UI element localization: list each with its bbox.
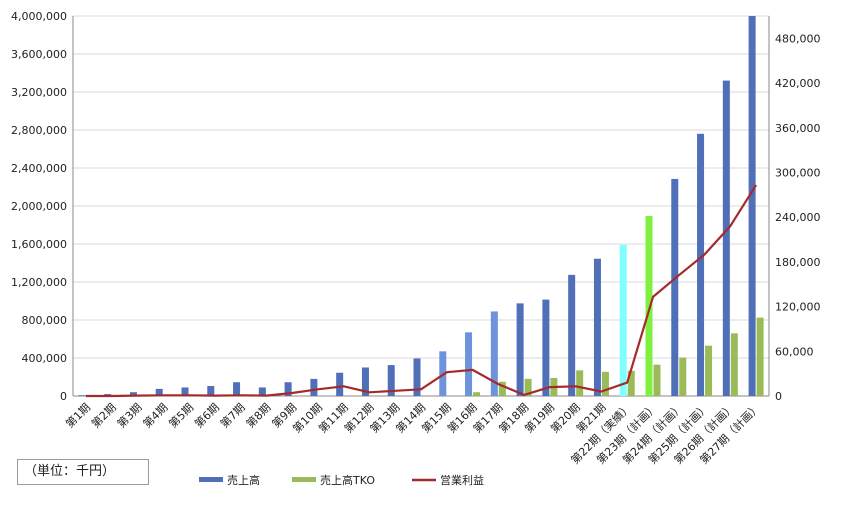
- bar: [310, 378, 318, 396]
- bar: [593, 258, 601, 396]
- bar: [671, 178, 679, 396]
- y-right-tick-label: 180,000: [775, 256, 821, 269]
- y-right-tick-label: 360,000: [775, 122, 821, 135]
- bar: [498, 381, 506, 396]
- bar: [207, 386, 215, 396]
- series-line: [85, 184, 758, 398]
- unit-label: （単位：千円）: [17, 459, 149, 485]
- y-right-tick-label: 300,000: [775, 166, 821, 179]
- y-right-tick-label: 60,000: [775, 345, 814, 358]
- x-tick-label: 第7期: [217, 400, 247, 430]
- y-right-tick-label: 420,000: [775, 77, 821, 90]
- bar: [619, 244, 627, 396]
- y-left-tick-label: 3,200,000: [11, 86, 67, 99]
- bar: [627, 370, 635, 396]
- bar: [756, 317, 764, 396]
- y-right-tick-label: 0: [775, 390, 782, 403]
- legend-label: 売上高TKO: [320, 473, 375, 487]
- y-left-tick-label: 0: [60, 390, 67, 403]
- bar: [542, 299, 550, 396]
- y-left-tick-label: 3,600,000: [11, 48, 67, 61]
- legend-swatch: [199, 477, 223, 482]
- bar: [490, 311, 498, 396]
- bar: [258, 387, 266, 396]
- legend-label: 売上高: [227, 473, 260, 487]
- y-left-tick-label: 1,200,000: [11, 276, 67, 289]
- bar: [705, 345, 713, 396]
- legend-label: 営業利益: [440, 473, 484, 487]
- x-tick-label: 第8期: [243, 400, 273, 430]
- x-tick-label: 第3期: [114, 400, 144, 430]
- y-left-tick-label: 400,000: [22, 352, 68, 365]
- bar: [78, 395, 86, 396]
- y-left-tick-label: 800,000: [22, 314, 68, 327]
- bar: [722, 80, 730, 396]
- bar: [361, 367, 369, 396]
- bar: [679, 357, 687, 396]
- y-left-tick-label: 2,800,000: [11, 124, 67, 137]
- bar: [576, 370, 584, 396]
- x-tick-label: 第5期: [166, 400, 196, 430]
- y-right-tick-label: 120,000: [775, 301, 821, 314]
- bar: [181, 387, 189, 396]
- x-tick-label: 第4期: [140, 400, 170, 430]
- y-left-tick-label: 2,400,000: [11, 162, 67, 175]
- bar: [155, 388, 163, 396]
- y-left-tick-label: 4,000,000: [11, 10, 67, 23]
- bar: [730, 333, 738, 396]
- bar: [473, 392, 481, 396]
- bar: [748, 16, 756, 396]
- y-right-tick-label: 480,000: [775, 32, 821, 45]
- bar: [653, 364, 661, 396]
- bar: [524, 378, 532, 396]
- bar: [516, 303, 524, 396]
- bar: [568, 274, 576, 396]
- bar: [336, 372, 344, 396]
- bar: [465, 332, 473, 396]
- bar: [413, 358, 421, 396]
- bar: [233, 382, 241, 396]
- x-tick-label: 第6期: [191, 400, 221, 430]
- bar: [601, 371, 609, 396]
- x-tick-label: 第2期: [88, 400, 118, 430]
- legend-swatch: [292, 477, 316, 482]
- bar: [387, 365, 395, 396]
- y-left-tick-label: 2,000,000: [11, 200, 67, 213]
- bar: [697, 133, 705, 397]
- y-left-tick-label: 1,600,000: [11, 238, 67, 251]
- bar: [129, 392, 137, 396]
- y-right-tick-label: 240,000: [775, 211, 821, 224]
- bar: [284, 382, 292, 396]
- x-tick-label: 第1期: [63, 400, 93, 430]
- bar: [645, 215, 653, 396]
